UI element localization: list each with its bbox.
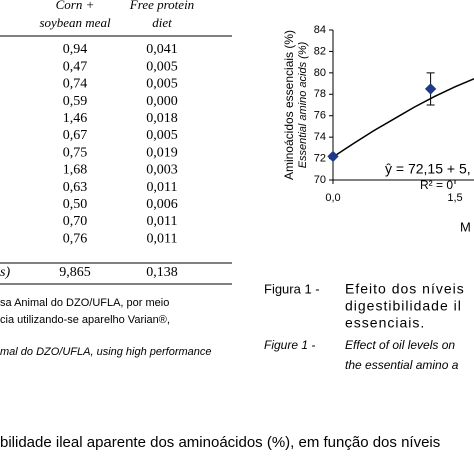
data-point [424, 83, 437, 95]
equation: R² = 0 [420, 178, 453, 192]
y-tick-label: 70 [314, 174, 326, 186]
footnote: cia utilizando-se aparelho Varian®, [0, 314, 170, 326]
cell: 0,005 [146, 128, 178, 143]
cell: 0,94 [63, 42, 88, 57]
body-text: bilidade ileal aparente dos aminoácidos … [0, 434, 440, 451]
equation: ŷ = 72,15 + 5, [385, 161, 471, 177]
cell: 0,005 [146, 77, 178, 92]
caption-text: essenciais. [345, 315, 425, 331]
cell: 0,75 [63, 145, 88, 160]
x-tick-label: 1,5 [447, 192, 462, 204]
row-label: s) [0, 265, 10, 280]
cell: 9,865 [59, 265, 91, 280]
caption-text: Effect of oil levels on [345, 338, 455, 352]
cell: 0,019 [146, 145, 178, 160]
cell: 0,041 [146, 42, 178, 57]
cell: 0,59 [63, 94, 88, 109]
column-header: Free protein [129, 0, 194, 12]
cell: 0,011 [147, 180, 178, 195]
cell: 0,138 [146, 265, 178, 280]
cell: 0,76 [63, 231, 88, 246]
cell: 0,000 [146, 94, 178, 109]
cell: 0,50 [63, 197, 88, 212]
cell: 0,67 [63, 128, 88, 143]
column-header: diet [152, 15, 172, 30]
y-tick-label: 78 [314, 88, 326, 100]
caption-text: the essential amino a [345, 358, 459, 372]
caption-text: Efeito dos níveis [345, 281, 465, 297]
y-tick-label: 80 [314, 67, 326, 79]
cell: 0,47 [63, 59, 88, 74]
y-tick-label: 72 [314, 152, 326, 164]
cell: 0,005 [146, 59, 178, 74]
cell: 0,006 [146, 197, 178, 212]
y-tick-label: 82 [314, 45, 326, 57]
footnote: sa Animal do DZO/UFLA, por meio [0, 297, 169, 309]
cell: 0,74 [63, 77, 88, 92]
cell: 0,003 [146, 163, 178, 178]
y-tick-label: 76 [314, 110, 326, 122]
cell: 0,018 [146, 111, 178, 126]
cell: 0,011 [147, 214, 178, 229]
y-axis-label: Aminoácidos essenciais (%) [282, 30, 296, 180]
cell: 1,46 [63, 111, 88, 126]
column-header: Corn + [56, 0, 95, 12]
caption-label: Figura 1 - [264, 281, 320, 296]
cell: 1,68 [63, 163, 88, 178]
y-axis-label: Essential amino acids (%) [297, 41, 309, 168]
x-axis-label: M [460, 219, 471, 234]
caption-text: digestibilidade il [345, 298, 462, 314]
column-header: soybean meal [39, 15, 111, 30]
footnote: mal do DZO/UFLA, using high performance [0, 346, 212, 358]
caption-label: Figure 1 - [264, 338, 315, 352]
x-tick-label: 0,0 [325, 192, 340, 204]
cell: 0,011 [147, 231, 178, 246]
cell: 0,70 [63, 214, 88, 229]
fit-curve [332, 77, 474, 158]
y-tick-label: 74 [314, 131, 326, 143]
y-tick-label: 84 [314, 24, 326, 36]
data-point [327, 150, 339, 163]
cell: 0,63 [63, 180, 88, 195]
